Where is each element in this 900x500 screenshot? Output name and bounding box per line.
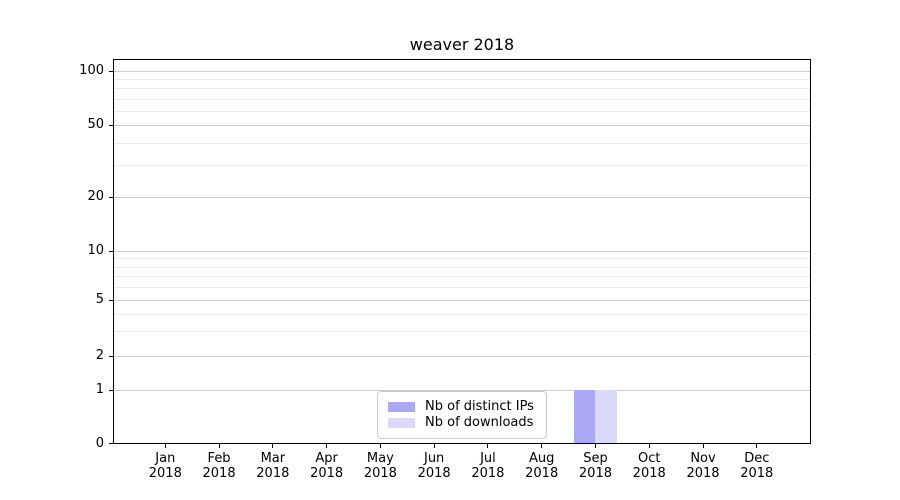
x-tick-label-jun-2018: Jun 2018 (417, 451, 451, 481)
chart-title: weaver 2018 (409, 35, 515, 54)
legend-swatch-downloads-icon (388, 418, 415, 428)
gridline-major-10 (113, 251, 811, 252)
bar-downloads-sep-2018 (595, 390, 617, 443)
x-tick-8 (594, 444, 596, 448)
x-tick-11 (756, 444, 758, 448)
x-tick-6 (487, 444, 489, 448)
x-tick-label-may-2018: May 2018 (363, 451, 397, 481)
legend: Nb of distinct IPs Nb of downloads (377, 391, 547, 439)
x-tick-label-sep-2018: Sep 2018 (578, 451, 612, 481)
gridline-minor-3 (113, 331, 811, 333)
y-tick-100 (109, 70, 113, 72)
legend-item-distinct-ips: Nb of distinct IPs (388, 399, 536, 415)
x-tick-2 (272, 444, 274, 448)
x-tick-label-jul-2018: Jul 2018 (471, 451, 505, 481)
y-tick-50 (109, 124, 113, 126)
y-tick-2 (109, 355, 113, 357)
y-tick-label-20: 20 (87, 189, 104, 204)
legend-item-downloads: Nb of downloads (388, 415, 536, 431)
gridline-minor-4 (113, 313, 811, 315)
y-tick-20 (109, 196, 113, 198)
y-tick-1 (109, 389, 113, 391)
x-tick-label-dec-2018: Dec 2018 (740, 451, 774, 481)
plot-area (113, 59, 811, 444)
y-tick-label-10: 10 (87, 243, 104, 258)
legend-swatch-distinct-ips-icon (388, 402, 415, 412)
x-tick-label-feb-2018: Feb 2018 (202, 451, 236, 481)
legend-label-distinct-ips: Nb of distinct IPs (425, 399, 534, 414)
x-tick-label-oct-2018: Oct 2018 (632, 451, 666, 481)
x-tick-10 (702, 444, 704, 448)
y-tick-0 (109, 443, 113, 444)
bar-distinct-ips-sep-2018 (573, 390, 596, 443)
x-tick-4 (379, 444, 381, 448)
gridline-minor-40 (113, 142, 811, 144)
gridline-minor-80 (113, 88, 811, 90)
x-tick-9 (648, 444, 650, 448)
gridline-major-2 (113, 356, 811, 357)
x-tick-7 (541, 444, 543, 448)
gridline-minor-90 (113, 79, 811, 81)
gridline-major-5 (113, 300, 811, 301)
y-tick-label-5: 5 (95, 292, 104, 307)
x-tick-1 (218, 444, 220, 448)
x-tick-label-nov-2018: Nov 2018 (686, 451, 720, 481)
gridline-major-20 (113, 197, 811, 198)
y-tick-label-0: 0 (95, 435, 104, 451)
x-tick-3 (326, 444, 328, 448)
gridline-minor-8 (113, 266, 811, 268)
y-tick-label-1: 1 (95, 382, 104, 397)
y-tick-5 (109, 299, 113, 301)
x-tick-0 (164, 444, 166, 448)
gridline-minor-60 (113, 110, 811, 112)
y-tick-label-50: 50 (87, 117, 104, 132)
x-tick-label-apr-2018: Apr 2018 (310, 451, 344, 481)
gridline-minor-9 (113, 258, 811, 260)
gridline-major-100 (113, 71, 811, 72)
y-tick-10 (109, 250, 113, 252)
y-tick-label-100: 100 (79, 63, 104, 78)
gridline-minor-30 (113, 165, 811, 167)
x-tick-label-mar-2018: Mar 2018 (256, 451, 290, 481)
gridline-major-1 (113, 390, 811, 391)
x-tick-label-aug-2018: Aug 2018 (525, 451, 559, 481)
legend-label-downloads: Nb of downloads (425, 415, 534, 430)
gridline-minor-70 (113, 98, 811, 100)
gridline-major-50 (113, 125, 811, 126)
x-tick-5 (433, 444, 435, 448)
gridline-minor-6 (113, 287, 811, 289)
gridline-minor-7 (113, 276, 811, 278)
y-tick-label-2: 2 (95, 348, 104, 363)
x-tick-label-jan-2018: Jan 2018 (148, 451, 182, 481)
